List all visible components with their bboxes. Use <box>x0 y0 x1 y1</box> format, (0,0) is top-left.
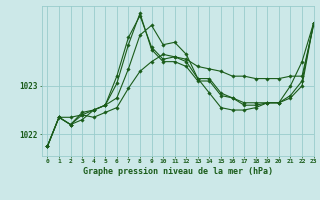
X-axis label: Graphe pression niveau de la mer (hPa): Graphe pression niveau de la mer (hPa) <box>83 167 273 176</box>
